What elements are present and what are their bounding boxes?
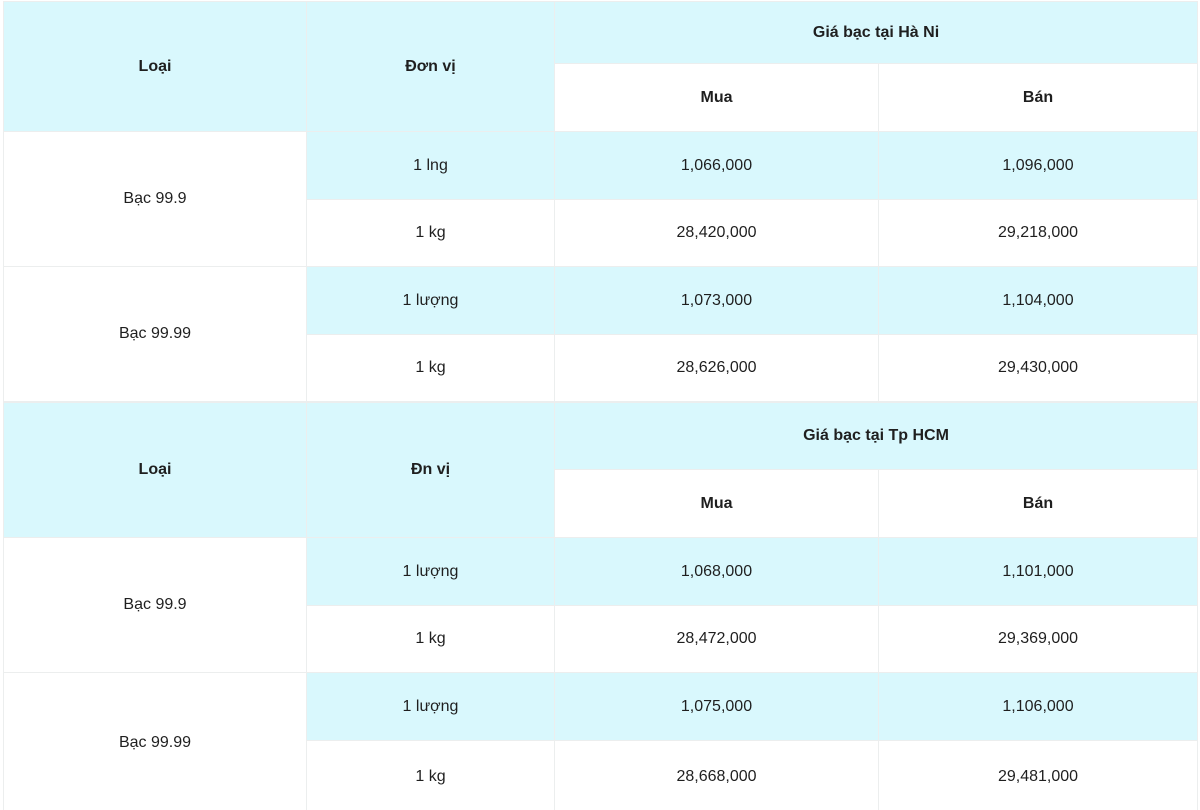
col-header-buy: Mua (554, 63, 879, 132)
city-header-hanoi: Giá bạc tại Hà Ni (553, 1, 1199, 64)
unit-cell: 1 kg (306, 199, 555, 267)
unit-cell: 1 kg (306, 605, 555, 673)
table-row: 1 kg 28,420,000 29,218,000 (4, 199, 1199, 267)
table-row: 1 kg 28,626,000 29,430,000 (4, 334, 1199, 402)
table-row: Bạc 99.99 1 lượng 1,073,000 1,104,000 (3, 266, 1199, 402)
type-cell: Bạc 99.99 (3, 672, 307, 810)
sell-price-cell: 29,369,000 (877, 605, 1199, 673)
sell-price-cell: 1,096,000 (877, 131, 1199, 200)
table-row: 1 kg 28,472,000 29,369,000 (4, 605, 1199, 673)
unit-cell: 1 lượng (306, 537, 555, 606)
buy-price-cell: 28,668,000 (554, 740, 879, 810)
table-row: Loại Đơn vị Giá bạc tại Hà Ni (3, 1, 1199, 132)
sell-price-cell: 1,104,000 (877, 266, 1199, 335)
sell-price-cell: 29,430,000 (877, 334, 1199, 402)
col-header-buy: Mua (554, 469, 879, 538)
sell-price-cell: 1,101,000 (877, 537, 1199, 606)
table-row: Bạc 99.99 1 lượng 1,075,000 1,106,000 (3, 672, 1199, 810)
unit-cell: 1 kg (306, 740, 555, 810)
table-row: Bạc 99.9 1 lng 1,066,000 1,096,000 (3, 131, 1199, 267)
col-header-type: Loại (3, 1, 307, 132)
table-row: Bạc 99.9 1 lượng 1,068,000 1,101,000 (3, 537, 1199, 673)
table-row: Mua Bán (4, 63, 1199, 132)
sell-price-cell: 29,481,000 (877, 740, 1199, 810)
buy-price-cell: 28,420,000 (554, 199, 879, 267)
buy-price-cell: 28,472,000 (554, 605, 879, 673)
buy-price-cell: 1,075,000 (554, 672, 879, 741)
buy-price-cell: 1,068,000 (554, 537, 879, 606)
col-header-sell: Bán (877, 469, 1199, 538)
unit-cell: 1 kg (306, 334, 555, 402)
table-row: 1 kg 28,668,000 29,481,000 (4, 740, 1199, 810)
col-header-unit: Đơn vị (306, 1, 555, 132)
hcm-price-table: Loại Đn vị Giá bạc tại Tp HCM Mua Bán Bạ… (3, 402, 1199, 810)
buy-price-cell: 1,073,000 (554, 266, 879, 335)
table-row: Mua Bán (4, 469, 1199, 538)
unit-cell: 1 lng (306, 131, 555, 200)
unit-cell: 1 lượng (306, 672, 555, 741)
type-cell: Bạc 99.9 (3, 131, 307, 267)
sell-price-cell: 29,218,000 (877, 199, 1199, 267)
type-cell: Bạc 99.9 (3, 537, 307, 673)
type-cell: Bạc 99.99 (3, 266, 307, 402)
buy-price-cell: 28,626,000 (554, 334, 879, 402)
col-header-type: Loại (3, 402, 307, 538)
unit-cell: 1 lượng (306, 266, 555, 335)
table-row: Loại Đn vị Giá bạc tại Tp HCM (3, 402, 1199, 538)
hanoi-price-table: Loại Đơn vị Giá bạc tại Hà Ni Mua Bán Bạ… (3, 1, 1199, 402)
col-header-sell: Bán (877, 63, 1199, 132)
sell-price-cell: 1,106,000 (877, 672, 1199, 741)
city-header-hcm: Giá bạc tại Tp HCM (553, 402, 1199, 470)
buy-price-cell: 1,066,000 (554, 131, 879, 200)
col-header-unit: Đn vị (306, 402, 555, 538)
